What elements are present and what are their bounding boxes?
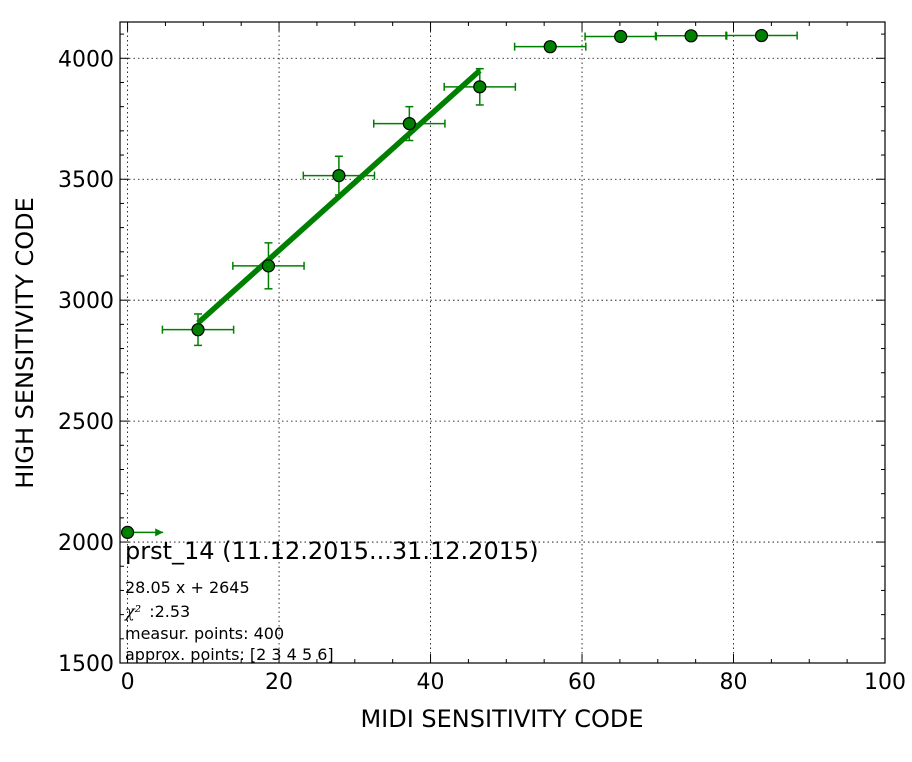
chi2-value: :2.53: [149, 602, 190, 621]
annotation-title: prst_14 (11.12.2015...31.12.2015): [125, 537, 539, 565]
data-points: [120, 28, 769, 539]
data-point: [261, 259, 276, 273]
y-tick-label: 2000: [58, 531, 114, 556]
plot-area: [120, 22, 885, 663]
x-error-arrow: [155, 528, 164, 537]
y-tick-label: 1500: [58, 652, 114, 677]
y-axis-title: HIGH SENSITIVITY CODE: [11, 197, 39, 489]
annotation-box: prst_14 (11.12.2015...31.12.2015) 28.05 …: [124, 537, 539, 664]
fit-line: [196, 68, 482, 325]
minor-ticks: [120, 22, 885, 663]
data-point: [402, 116, 416, 131]
y-tick-label: 2500: [58, 410, 114, 435]
x-tick-label: 100: [864, 670, 906, 695]
annotation-approx-points: approx. points: [2 3 4 5 6]: [125, 645, 334, 664]
x-tick-label: 60: [568, 670, 596, 695]
y-tick-label: 3500: [58, 168, 114, 193]
x-tick-label: 20: [265, 670, 293, 695]
x-axis-title: MIDI SENSITIVITY CODE: [360, 705, 643, 733]
data-point: [191, 323, 205, 337]
chi2-label: χ²: [124, 602, 141, 621]
x-tick-label: 0: [121, 670, 135, 695]
y-tick-label: 3000: [58, 289, 114, 314]
x-tick-labels: 0 20 40 60 80 100: [121, 670, 906, 695]
plot-frame: [119, 21, 886, 664]
y-tick-label: 4000: [58, 47, 114, 72]
data-point: [754, 28, 769, 43]
data-point: [543, 40, 557, 54]
fit-line-group: [196, 68, 482, 325]
x-tick-label: 80: [720, 670, 748, 695]
annotation-chi2: χ² :2.53: [124, 602, 190, 621]
data-point: [614, 29, 628, 44]
data-point: [684, 29, 698, 43]
data-point: [332, 168, 346, 183]
annotation-equation: 28.05 x + 2645: [125, 578, 250, 597]
y-tick-labels: 1500 2000 2500 3000 3500 4000: [58, 47, 114, 677]
x-tick-label: 40: [417, 670, 445, 695]
data-point: [120, 525, 135, 539]
annotation-measur-points: measur. points: 400: [125, 624, 284, 643]
data-point: [473, 80, 487, 94]
